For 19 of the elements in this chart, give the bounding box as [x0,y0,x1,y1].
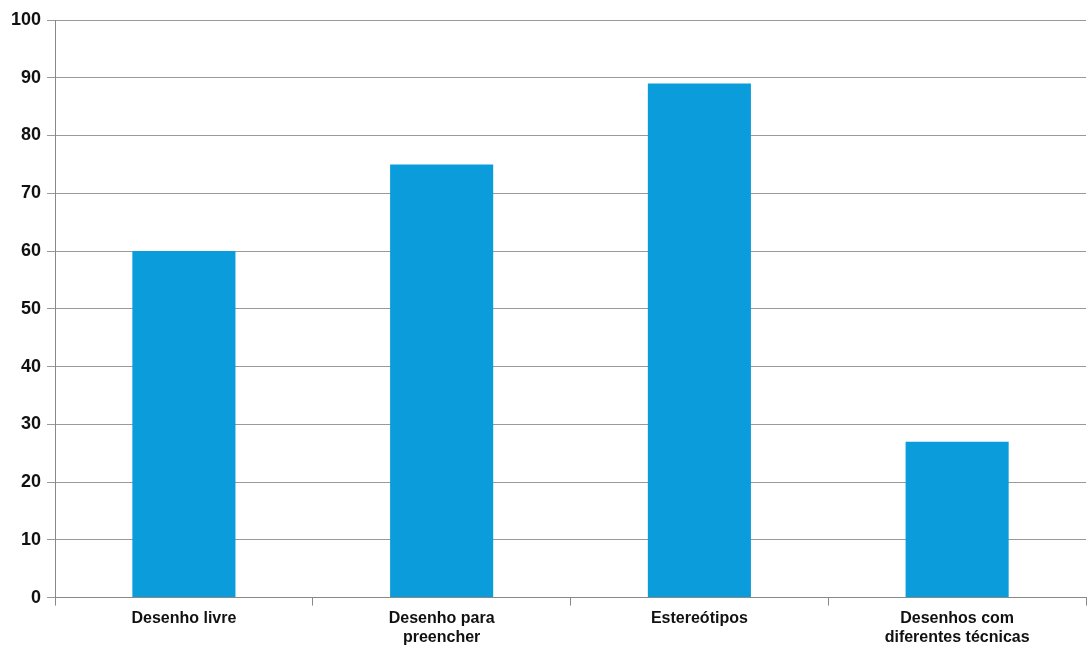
bar [390,164,494,598]
x-tick-label: Desenhos com diferentes técnicas [884,608,1030,645]
x-tick-label: Estereótipos [650,608,748,626]
y-tick-label: 30 [21,413,42,434]
x-tick-label: Desenho livre [131,608,237,626]
bar [132,251,236,598]
y-tick-label: 40 [21,355,42,376]
y-tick-label: 80 [21,124,42,145]
y-tick-label: 100 [10,8,42,29]
y-tick-label: 60 [21,240,42,261]
y-tick-label: 90 [21,66,42,87]
y-tick-label: 0 [31,586,42,607]
y-tick-label: 50 [21,297,42,318]
y-tick-label: 10 [21,528,42,549]
y-tick-label: 70 [21,182,42,203]
y-tick-label: 20 [21,471,42,492]
x-tick-label: Desenho para preencher [388,608,495,645]
bar [647,83,751,598]
bar [905,441,1009,598]
